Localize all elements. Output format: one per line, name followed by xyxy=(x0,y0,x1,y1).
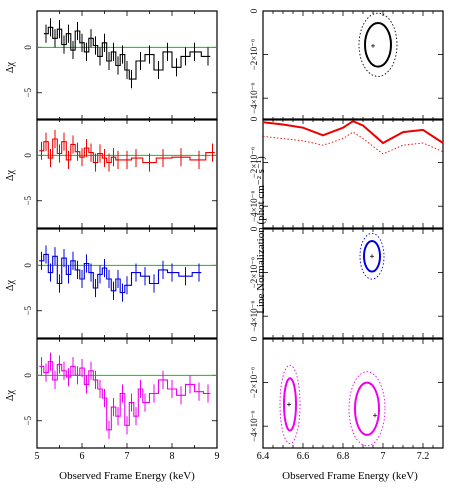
right-y-axis-label: Line Normalization (phot cm⁻² s⁻¹) xyxy=(255,156,267,314)
left-y-tick-label: −5 xyxy=(23,87,33,97)
left-y-tick-label: −5 xyxy=(23,305,33,315)
left-y-tick-label: 0 xyxy=(23,263,33,268)
right-y-tick-label: 0 xyxy=(249,226,259,231)
confidence-contour xyxy=(283,377,297,432)
right-x-tick-label: 6.6 xyxy=(297,451,310,462)
confidence-contour xyxy=(359,232,385,280)
best-fit-marker xyxy=(370,254,374,259)
residual-series xyxy=(39,138,215,164)
best-fit-marker xyxy=(287,402,291,407)
right-y-tick-label: 0 xyxy=(249,116,259,121)
right-y-tick-label: 0 xyxy=(249,336,259,341)
right-y-tick-label: −2×10⁻⁶ xyxy=(249,367,259,399)
confidence-contour xyxy=(358,12,398,77)
left-residual-panels: 0 −5 Δχ 0 −5 Δχ 0 −5 Δχ 0 −5 5 6 7 8 9 Δχ xyxy=(5,10,220,462)
residual-series xyxy=(39,253,202,294)
residual-series xyxy=(39,361,211,431)
right-y-tick-label: −4×10⁻⁶ xyxy=(249,410,259,442)
left-y-axis-label: Δχ xyxy=(5,170,16,181)
right-panel-4: 0 −2×10⁻⁶ −4×10⁻⁶ 6.4 6.6 6.8 7 7.2 xyxy=(249,336,444,462)
best-fit-marker xyxy=(373,413,377,418)
left-y-axis-label: Δχ xyxy=(5,390,16,401)
right-y-tick-label: 0 xyxy=(249,8,259,13)
left-y-tick-label: 0 xyxy=(23,373,33,378)
confidence-contour xyxy=(262,131,444,155)
residual-series xyxy=(43,26,211,80)
right-contour-panels: 0 −2×10⁻⁶ −4×10⁻⁶ 0 −2×10⁻⁶ −4×10⁻⁶ 0 −2×10⁻⁶ −4… xyxy=(249,8,444,462)
right-panel-1: 0 −2×10⁻⁶ −4×10⁻⁶ xyxy=(249,8,444,121)
right-panel-3: 0 −2×10⁻⁶ −4×10⁻⁶ xyxy=(249,226,444,339)
best-fit-marker xyxy=(371,43,375,48)
left-x-tick-label: 7 xyxy=(125,451,130,462)
right-x-tick-label: 6.8 xyxy=(337,451,350,462)
left-y-axis-label: Δχ xyxy=(5,62,16,73)
confidence-contour xyxy=(279,364,301,445)
left-x-tick-label: 9 xyxy=(215,451,220,462)
left-x-tick-label: 8 xyxy=(170,451,175,462)
right-y-tick-label: −2×10⁻⁶ xyxy=(249,257,259,289)
right-panel-frame xyxy=(262,10,444,121)
left-y-axis-label: Δχ xyxy=(5,280,16,291)
left-panel-2: 0 −5 Δχ xyxy=(5,118,218,229)
right-x-tick-label: 7.2 xyxy=(417,451,430,462)
left-panel-1: 0 −5 Δχ xyxy=(5,10,218,121)
right-y-tick-label: −2×10⁻⁶ xyxy=(249,39,259,71)
left-y-tick-label: −5 xyxy=(23,415,33,425)
right-panel-frame xyxy=(262,338,444,449)
left-panel-3: 0 −5 Δχ xyxy=(5,228,218,339)
right-panel-frame xyxy=(262,228,444,339)
confidence-contour xyxy=(262,120,444,145)
right-y-tick-label: −2×10⁻⁶ xyxy=(249,147,259,179)
right-x-tick-label: 7 xyxy=(381,451,386,462)
right-y-tick-label: −4×10⁻⁶ xyxy=(249,300,259,332)
right-y-tick-label: −4×10⁻⁶ xyxy=(249,82,259,114)
right-y-tick-label: −4×10⁻⁶ xyxy=(249,190,259,222)
right-x-axis-label: Observed Frame Energy (keV) xyxy=(282,470,418,482)
right-panel-2: 0 −2×10⁻⁶ −4×10⁻⁶ xyxy=(249,116,444,229)
left-x-tick-label: 6 xyxy=(80,451,85,462)
confidence-contour xyxy=(363,239,381,273)
right-x-tick-label: 6.4 xyxy=(257,451,270,462)
confidence-contour xyxy=(354,381,380,436)
left-panel-4: 0 −5 5 6 7 8 9 Δχ xyxy=(5,338,220,462)
left-x-axis-label: Observed Frame Energy (keV) xyxy=(59,470,195,482)
left-x-tick-label: 5 xyxy=(35,451,40,462)
confidence-contour xyxy=(348,371,386,447)
left-y-tick-label: −5 xyxy=(23,195,33,205)
left-y-tick-label: 0 xyxy=(23,45,33,50)
right-panel-frame xyxy=(262,118,444,229)
confidence-contour xyxy=(364,21,392,68)
left-y-tick-label: 0 xyxy=(23,153,33,158)
